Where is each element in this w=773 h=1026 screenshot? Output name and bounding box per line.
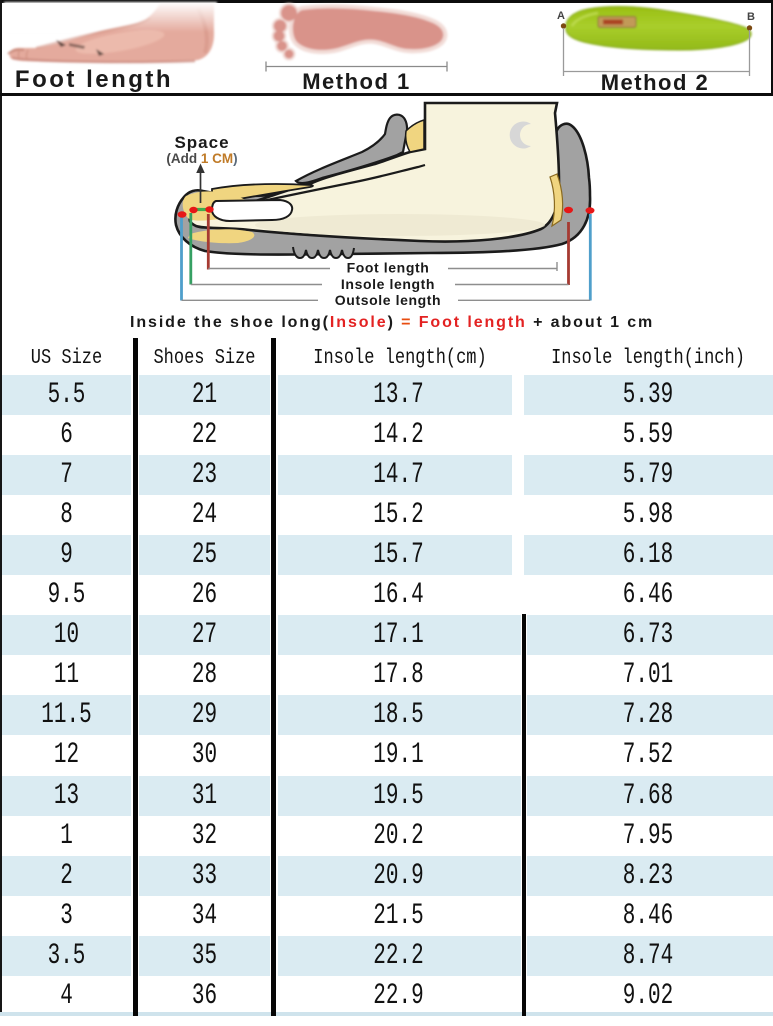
svg-text:Outsole length: Outsole length xyxy=(335,292,441,308)
svg-text:Insole length: Insole length xyxy=(341,276,435,292)
svg-text:Foot length: Foot length xyxy=(347,260,430,276)
svg-text:(Add 1 CM): (Add 1 CM) xyxy=(166,151,237,166)
svg-text:B: B xyxy=(747,11,755,23)
svg-text:Space: Space xyxy=(174,133,229,152)
svg-text:A: A xyxy=(557,10,565,22)
